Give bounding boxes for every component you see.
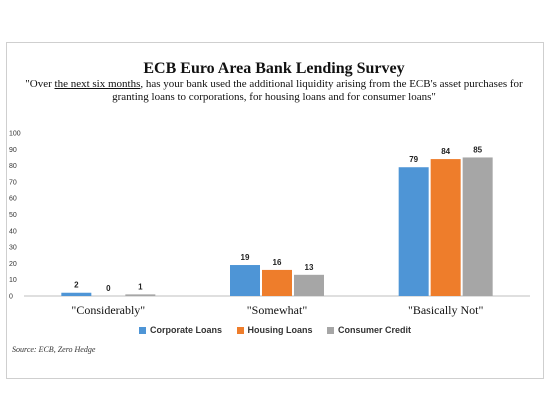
data-label-housing-loans-1: 16 (273, 258, 282, 267)
legend-label-corporate-loans: Corporate Loans (149, 325, 222, 335)
y-tick-label-0: 0 (9, 294, 13, 301)
y-tick-label-40: 40 (9, 228, 17, 235)
legend-swatch-consumer-credit (327, 327, 335, 334)
y-tick-label-20: 20 (9, 261, 17, 268)
bar-corporate-loans-2 (398, 167, 429, 296)
legend-label-housing-loans: Housing Loans (247, 325, 313, 335)
legend-swatch-housing-loans (236, 327, 244, 334)
legend-item-consumer-credit: Consumer Credit (327, 325, 411, 335)
chart-title: ECB Euro Area Bank Lending Survey (143, 60, 405, 77)
y-tick-label-50: 50 (9, 212, 17, 219)
y-tick-label-90: 90 (9, 147, 17, 154)
subtitle-post: , has your bank used the additional liqu… (112, 78, 523, 103)
legend-item-corporate-loans: Corporate Loans (138, 325, 222, 335)
data-label-corporate-loans-2: 79 (409, 155, 418, 164)
category-label-2: "Basically Not" (408, 303, 484, 317)
bar-consumer-credit-1 (294, 274, 324, 296)
legend-item-housing-loans: Housing Loans (236, 325, 313, 335)
subtitle-underlined: the next six months (54, 78, 141, 90)
source-note: Source: ECB, Zero Hedge (12, 345, 96, 354)
bar-housing-loans-2 (430, 159, 461, 296)
data-label-corporate-loans-1: 19 (241, 253, 250, 262)
bar-consumer-credit-2 (462, 157, 493, 296)
legend-label-consumer-credit: Consumer Credit (338, 325, 412, 335)
category-label-0: "Considerably" (71, 303, 145, 317)
y-tick-label-60: 60 (9, 196, 17, 203)
data-label-corporate-loans-0: 2 (74, 281, 79, 290)
data-label-consumer-credit-2: 85 (473, 145, 482, 154)
legend: Corporate Loans Housing Loans Consumer C… (0, 325, 550, 335)
bar-corporate-loans-1 (230, 265, 260, 296)
bar-corporate-loans-0 (61, 292, 92, 296)
data-label-housing-loans-0: 0 (106, 284, 111, 293)
y-tick-label-10: 10 (9, 277, 17, 284)
category-label-1: "Somewhat" (247, 303, 308, 317)
y-tick-label-100: 100 (9, 131, 21, 138)
data-label-consumer-credit-0: 1 (138, 282, 143, 291)
legend-swatch-corporate-loans (138, 327, 146, 334)
bar-consumer-credit-0 (125, 294, 156, 296)
y-tick-label-30: 30 (9, 245, 17, 252)
y-tick-label-70: 70 (9, 179, 17, 186)
data-label-consumer-credit-1: 13 (305, 263, 314, 272)
bar-housing-loans-1 (262, 269, 292, 296)
chart-subtitle: "Over the next six months, has your bank… (24, 78, 524, 104)
y-tick-label-80: 80 (9, 163, 17, 170)
subtitle-pre: "Over (25, 78, 55, 90)
data-label-housing-loans-2: 84 (441, 147, 450, 156)
